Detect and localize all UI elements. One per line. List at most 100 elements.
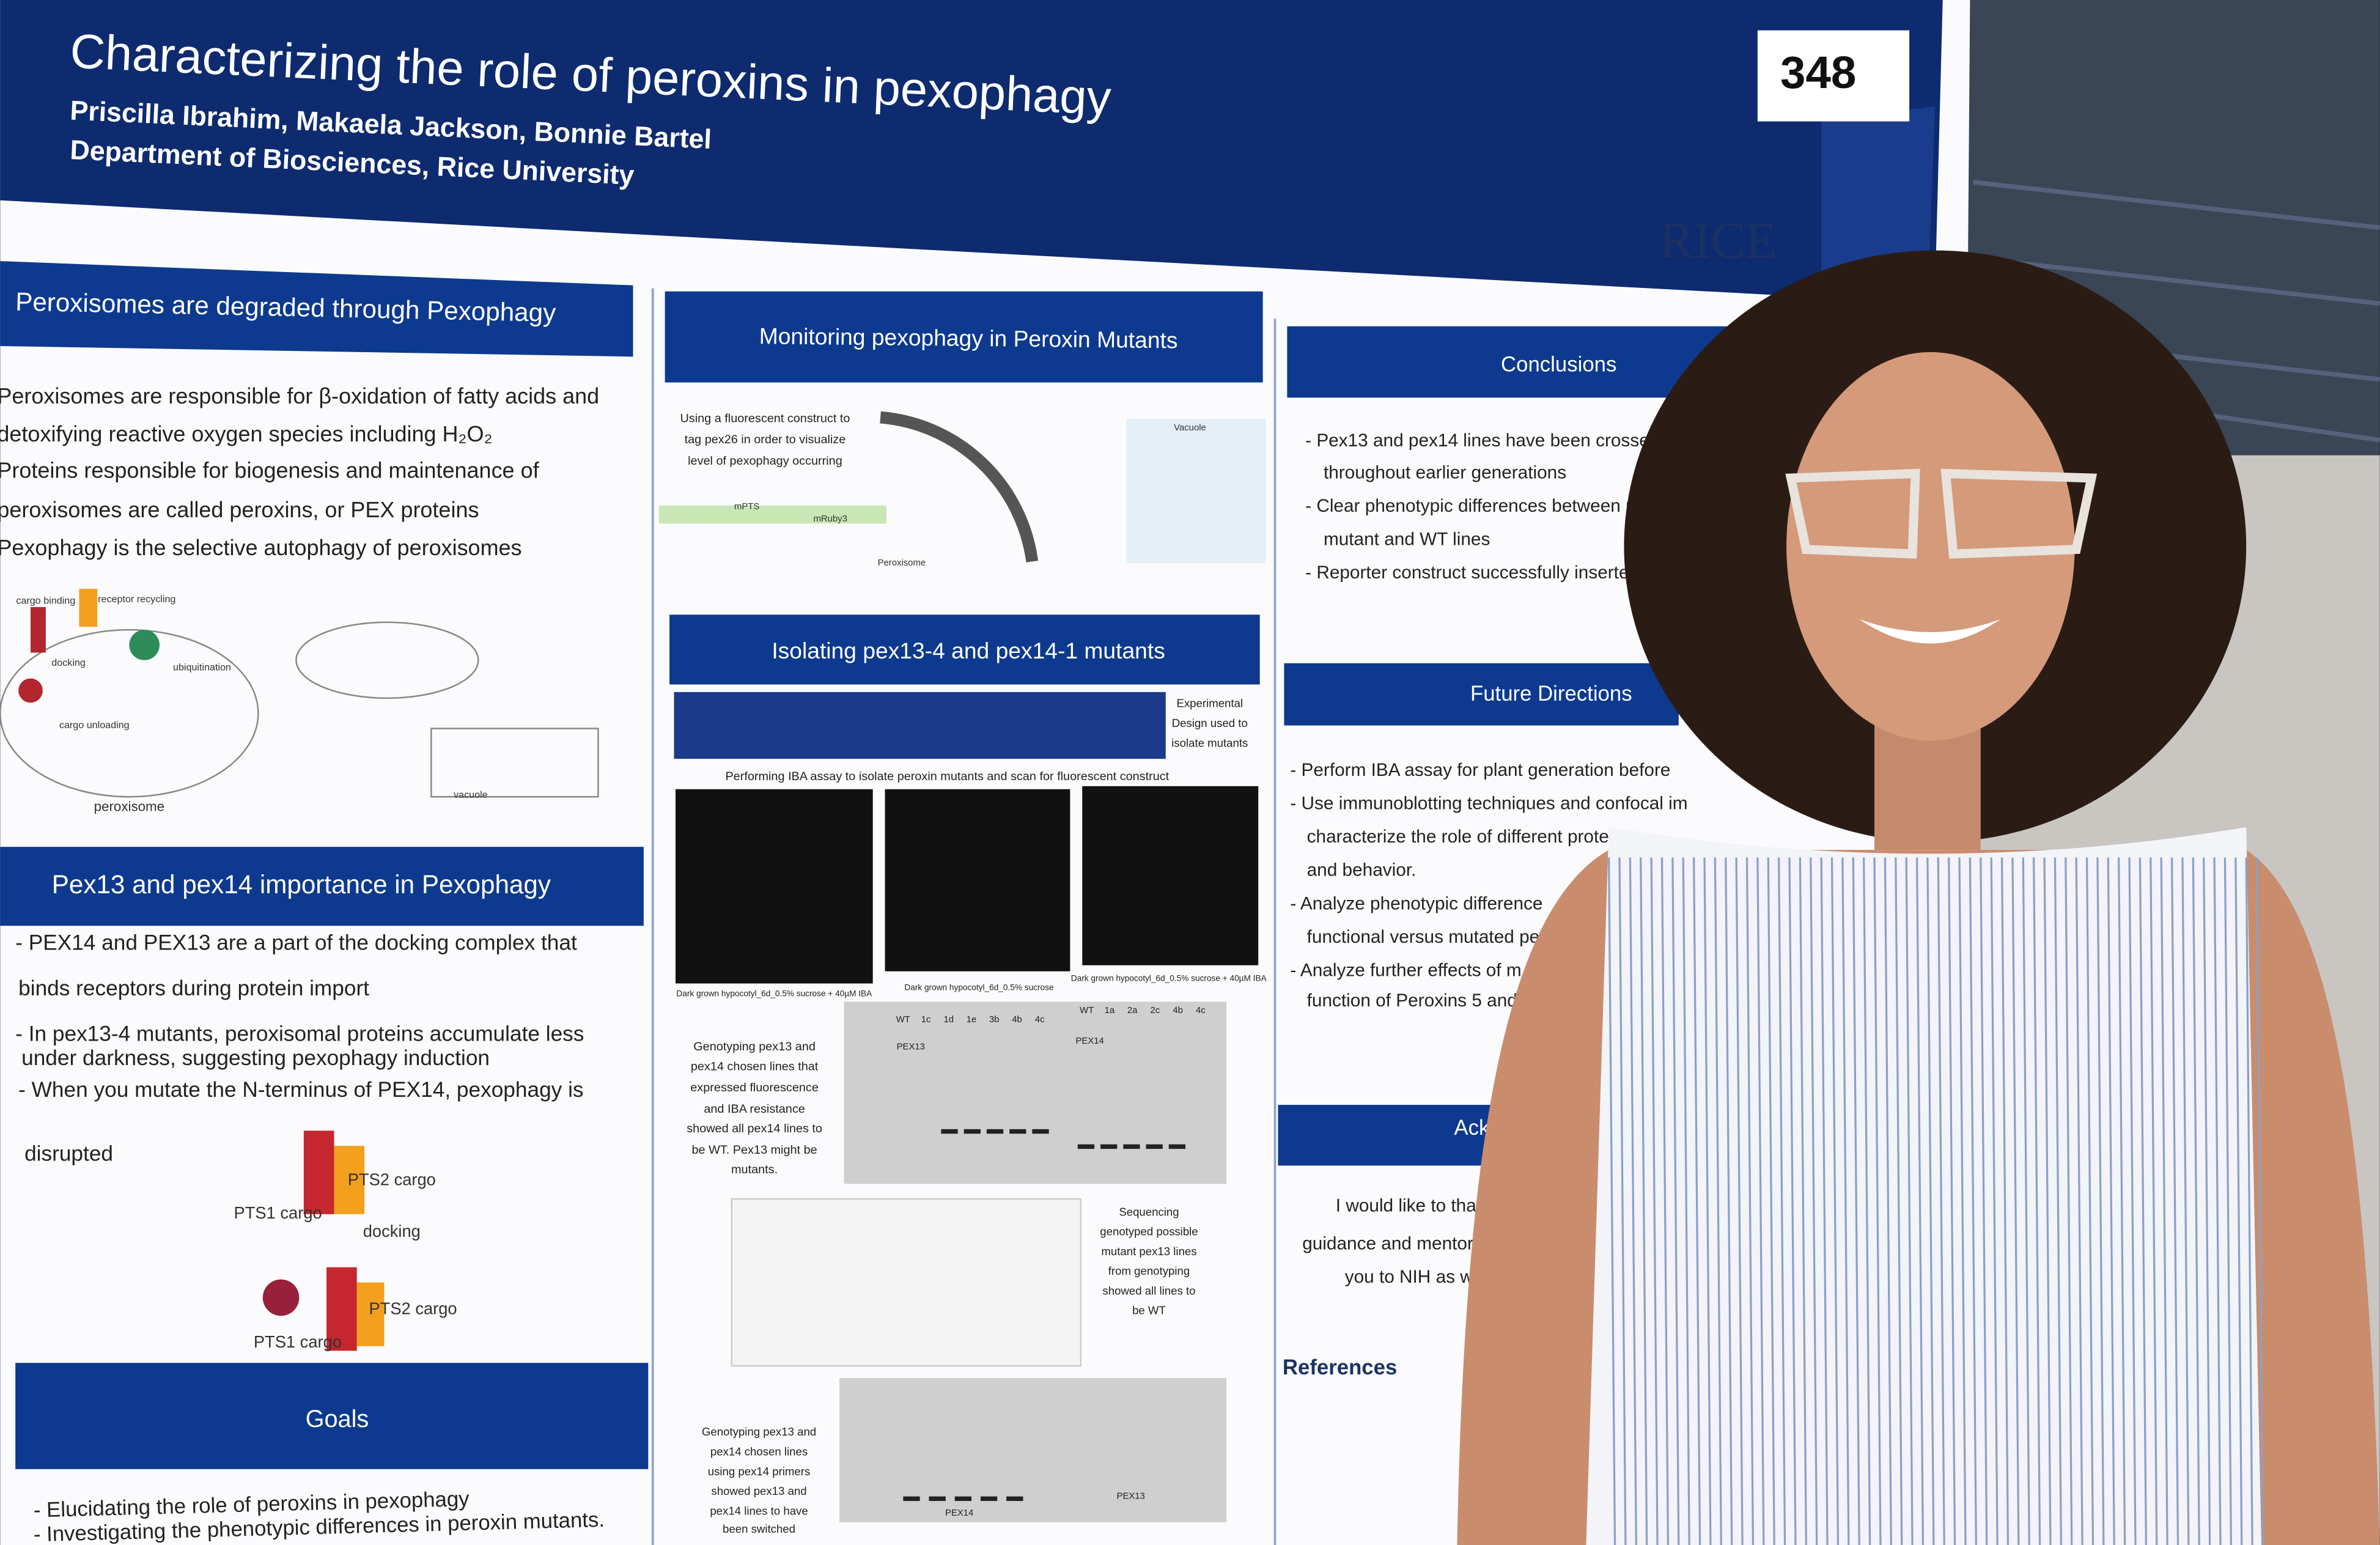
stripe xyxy=(1608,857,1616,1545)
poster-number: 348 xyxy=(1780,47,1856,98)
poster-text-line: Peroxisomes are responsible for β-oxidat… xyxy=(0,383,599,408)
figure-caption: Dark grown hypocotyl_6d_0.5% sucrose + 4… xyxy=(676,989,872,998)
poster-text-line: Pexophagy is the selective autophagy of … xyxy=(0,535,522,560)
section-heading: Conclusions xyxy=(1501,353,1616,376)
stripe xyxy=(2107,857,2115,1545)
gel-band xyxy=(1006,1496,1023,1502)
lane-label: 4c xyxy=(1035,1015,1045,1025)
poster-text-line: showed all pex14 lines to xyxy=(687,1122,822,1135)
references-heading: References xyxy=(1283,1356,1397,1379)
poster-text-line: be WT. Pex13 might be xyxy=(691,1143,817,1157)
stripe xyxy=(2054,857,2062,1545)
stripe xyxy=(1873,857,1882,1545)
gel-band xyxy=(1032,1129,1049,1134)
stripe xyxy=(1618,857,1627,1545)
poster-text-line: pex14 chosen lines that xyxy=(691,1060,819,1073)
poster-text-line: - Reporter construct successfully insert… xyxy=(1305,562,1658,583)
poster-text-line: characterize the role of different prote… xyxy=(1307,827,1623,847)
stripe xyxy=(1714,857,1722,1545)
stripe xyxy=(2203,857,2211,1545)
section-heading: Pex13 and pex14 importance in Pexophagy xyxy=(52,870,551,899)
lane-label: 1d xyxy=(944,1015,954,1025)
section-heading: Goals xyxy=(306,1406,369,1433)
poster-text-line: Proteins responsible for biogenesis and … xyxy=(0,458,540,483)
membrane-arc xyxy=(880,411,1039,562)
stripe xyxy=(1830,857,1840,1545)
stripe xyxy=(2043,857,2052,1545)
poster-text-line: - When you mutate the N-terminus of PEX1… xyxy=(18,1078,583,1102)
figure-label: docking xyxy=(363,1222,421,1241)
section-heading: Ack xyxy=(1454,1116,1490,1140)
gel-band xyxy=(1123,1144,1140,1149)
figure-label: vacuole xyxy=(454,789,488,800)
section-heading: Isolating pex13-4 and pex14-1 mutants xyxy=(772,638,1165,663)
poster-text-line: throughout earlier generations xyxy=(1324,462,1566,482)
stripe xyxy=(2022,857,2030,1545)
gel-band xyxy=(954,1496,972,1502)
poster-text-line: I would like to than xyxy=(1336,1195,1487,1215)
poster-text-line: showed all lines to xyxy=(1102,1284,1195,1297)
vacuole-box xyxy=(430,728,599,798)
vacuole-image xyxy=(1126,419,1266,563)
gel-band xyxy=(941,1129,958,1134)
lane-label: 1e xyxy=(967,1015,977,1025)
gel-label: PEX14 xyxy=(945,1508,973,1518)
stripe xyxy=(1756,857,1765,1545)
stripe xyxy=(2213,857,2222,1545)
gel-band xyxy=(1009,1129,1026,1134)
gel-label: PEX13 xyxy=(897,1042,925,1052)
poster-text-line: Genotyping pex13 and xyxy=(693,1040,816,1053)
poster-text-line: - Perform IBA assay for plant generation… xyxy=(1290,760,1670,780)
smile xyxy=(1859,619,2001,644)
stripe xyxy=(1767,857,1775,1545)
poster-text-line: - Use immunoblotting techniques and conf… xyxy=(1290,793,1687,813)
poster-text-line: detoxifying reactive oxygen species incl… xyxy=(0,421,492,446)
stripe xyxy=(1682,857,1690,1545)
stripe xyxy=(2234,857,2243,1545)
gel-band xyxy=(929,1496,946,1502)
figure-label: PTS1 cargo xyxy=(234,1203,322,1222)
stripe xyxy=(2150,857,2158,1545)
shirt-stripes xyxy=(1608,857,2264,1545)
gel-1 xyxy=(844,1001,1227,1184)
poster-text-line: genotyped possible xyxy=(1100,1225,1198,1238)
poster-text-line: mutant and WT lines xyxy=(1324,529,1490,550)
header-band xyxy=(0,0,1943,298)
plates xyxy=(675,786,1259,984)
gel-2 xyxy=(839,1377,1227,1522)
stripe xyxy=(2245,857,2253,1545)
stripe xyxy=(1745,857,1755,1545)
figure-caption: Dark grown hypocotyl_6d_0.5% sucrose xyxy=(904,983,1053,992)
gel-band xyxy=(1146,1144,1163,1149)
design-strip xyxy=(674,691,1166,759)
poster-text-line: be WT xyxy=(1132,1304,1166,1317)
stripe xyxy=(1640,857,1648,1545)
poster-text-line: Sequencing xyxy=(1119,1205,1179,1218)
construct-bar xyxy=(658,505,887,524)
poster-text-line: function of Peroxins 5 and xyxy=(1307,990,1517,1011)
stripe xyxy=(1926,857,1935,1545)
poster-text-line: been switched xyxy=(723,1522,795,1535)
stripe xyxy=(1958,857,1967,1545)
figure-label: Peroxisome xyxy=(878,558,926,568)
gel-band xyxy=(1077,1144,1095,1149)
stripe xyxy=(2139,857,2147,1545)
figure-label: docking xyxy=(51,657,86,668)
shirt xyxy=(1586,827,2262,1545)
poster-text-line: - Clear phenotypic differences between p… xyxy=(1305,496,1675,516)
gel-band xyxy=(1168,1144,1186,1149)
poster-text-line: - Analyze further effects of m xyxy=(1290,961,1521,981)
stripe xyxy=(1660,857,1670,1545)
lane-label: 1c xyxy=(921,1015,931,1025)
lane-label: 2a xyxy=(1127,1006,1138,1016)
figure-label: cargo binding xyxy=(16,595,75,606)
stripe xyxy=(1650,857,1659,1545)
poster-text-line: under darkness, suggesting pexophagy ind… xyxy=(21,1046,490,1070)
heading-bars xyxy=(0,260,1761,1469)
stripe xyxy=(1863,857,1871,1545)
poster-text-line: functional versus mutated pe xyxy=(1307,927,1540,947)
lane-label: 4c xyxy=(1196,1006,1206,1016)
stripe xyxy=(2128,857,2137,1545)
